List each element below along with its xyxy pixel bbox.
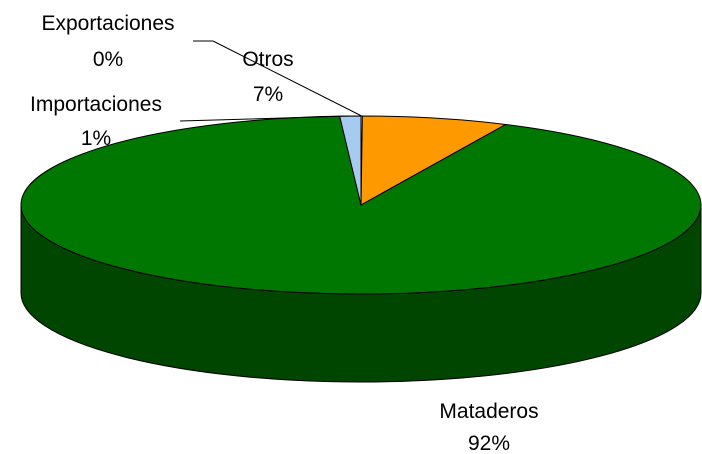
label-importaciones-value: 1% <box>81 127 111 150</box>
leader-line-importaciones <box>179 115 351 122</box>
label-otros-name: Otros <box>242 48 293 71</box>
pie-slice-mataderos <box>20 115 702 295</box>
label-otros-value: 7% <box>253 83 283 106</box>
label-exportaciones-value: 0% <box>93 48 123 71</box>
pie-slices <box>20 115 702 383</box>
pie-slice-otros <box>360 115 508 206</box>
label-importaciones-name: Importaciones <box>30 93 162 116</box>
label-exportaciones-name: Exportaciones <box>41 12 174 35</box>
label-mataderos-value: 92% <box>468 432 510 454</box>
label-mataderos-name: Mataderos <box>439 400 538 423</box>
leader-line-exportaciones-b <box>212 40 362 117</box>
leader-lines <box>179 40 362 122</box>
